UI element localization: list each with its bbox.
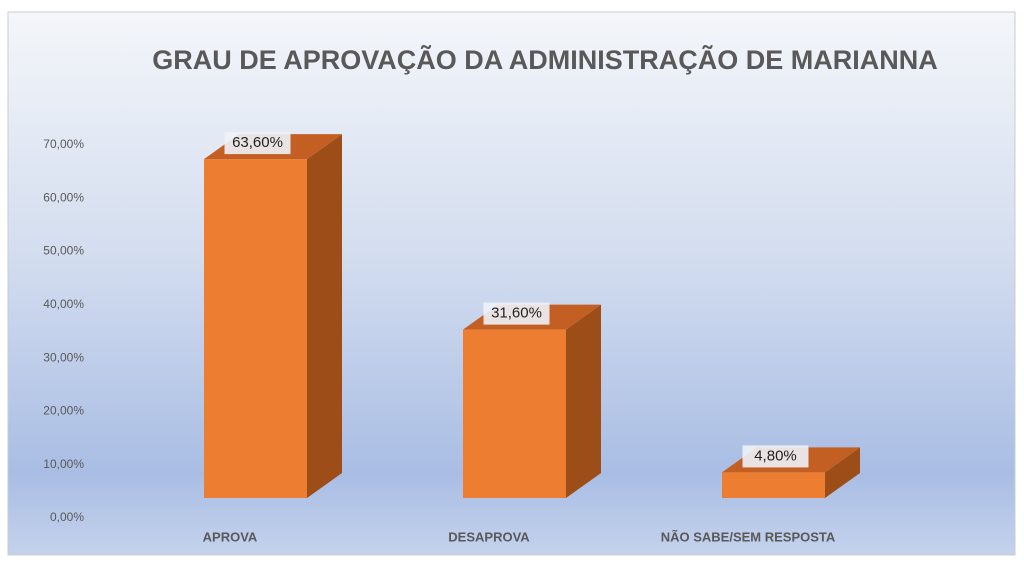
y-tick-label: 20,00% — [43, 404, 84, 418]
value-label: 63,60% — [232, 134, 283, 151]
value-label-box — [224, 132, 291, 155]
value-label: 31,60% — [491, 305, 542, 322]
bar — [463, 304, 601, 498]
x-tick-label: NÃO SABE/SEM RESPOSTA — [661, 529, 836, 544]
bar — [204, 134, 342, 499]
y-tick-label: 0,00% — [50, 510, 84, 524]
bar-front — [463, 329, 566, 498]
bar-side — [825, 447, 860, 498]
x-tick-label: APROVA — [203, 529, 258, 544]
chart-title: GRAU DE APROVAÇÃO DA ADMINISTRAÇÃO DE MA… — [152, 44, 938, 75]
bar-front — [722, 472, 825, 498]
y-tick-label: 10,00% — [43, 457, 84, 471]
value-label-box — [483, 302, 550, 325]
y-tick-label: 40,00% — [43, 297, 84, 311]
y-tick-label: 60,00% — [43, 190, 84, 204]
x-tick-label: DESAPROVA — [448, 529, 530, 544]
value-label-box — [742, 445, 809, 468]
y-tick-label: 30,00% — [43, 350, 84, 364]
bar-side — [307, 134, 342, 499]
bar-side — [566, 304, 601, 498]
y-tick-label: 70,00% — [43, 137, 84, 151]
y-tick-label: 50,00% — [43, 244, 84, 258]
value-label: 4,80% — [754, 447, 797, 464]
bar-front — [204, 159, 307, 499]
